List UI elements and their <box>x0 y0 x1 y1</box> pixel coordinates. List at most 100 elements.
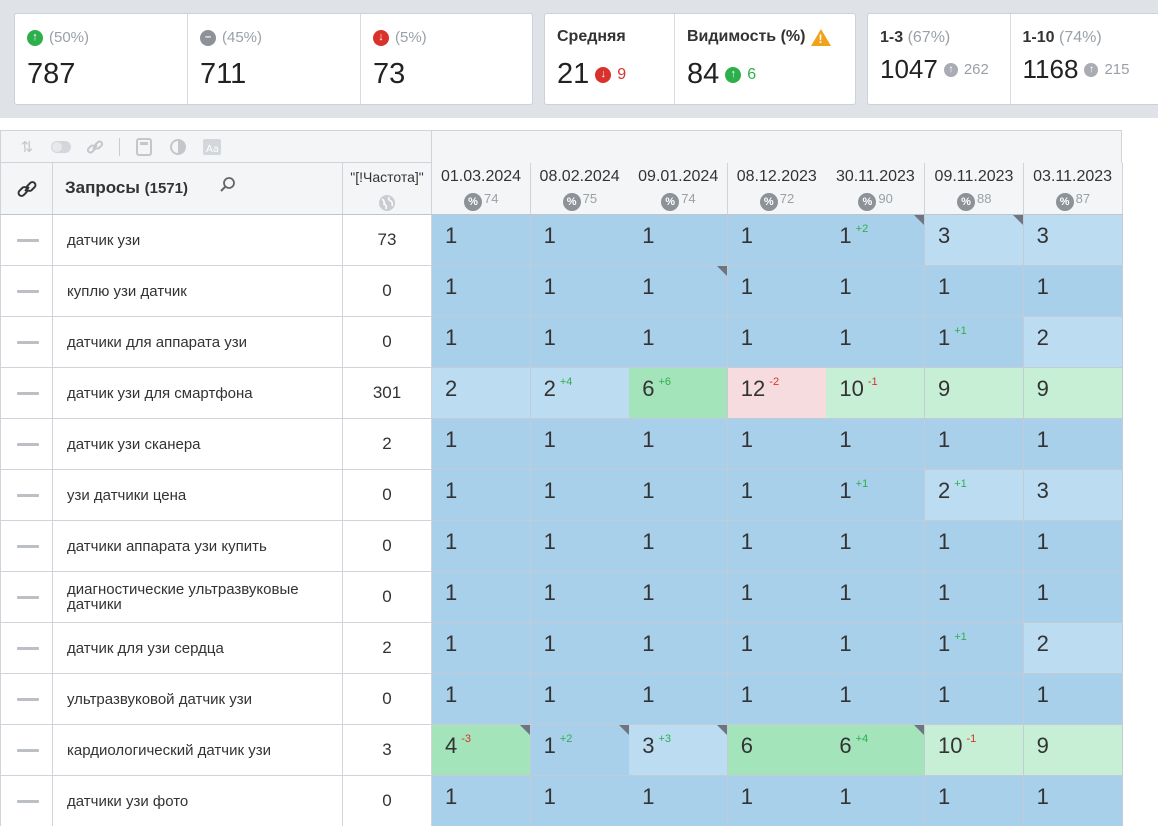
position-cell[interactable]: 1 <box>432 215 531 266</box>
query-cell[interactable]: датчик для узи сердца <box>53 623 343 674</box>
position-cell[interactable]: 1 <box>925 674 1024 725</box>
row-toggle-icon[interactable] <box>0 419 53 470</box>
position-cell[interactable]: 1 <box>925 776 1024 826</box>
position-cell[interactable]: 6 +6 <box>629 368 729 419</box>
position-cell[interactable]: 1 <box>530 317 630 368</box>
position-cell[interactable]: 1 <box>432 470 531 521</box>
position-cell[interactable]: 1 <box>629 317 729 368</box>
query-cell[interactable]: куплю узи датчик <box>53 266 343 317</box>
position-cell[interactable]: 1 <box>432 419 531 470</box>
position-cell[interactable]: 6 <box>727 725 827 776</box>
position-cell[interactable]: 2 +1 <box>925 470 1024 521</box>
table-row[interactable]: ультразвуковой датчик узи 0 1 1 1 1 1 1 1 <box>0 674 1123 725</box>
position-cell[interactable]: 1 <box>826 572 926 623</box>
position-cell[interactable]: 1 <box>925 266 1024 317</box>
contrast-icon[interactable] <box>168 138 188 156</box>
position-cell[interactable]: 2 +4 <box>530 368 630 419</box>
query-cell[interactable]: датчики узи фото <box>53 776 343 826</box>
percent-icon[interactable]: % <box>464 193 482 211</box>
date-column-header[interactable]: 03.11.2023% 87 <box>1023 163 1123 215</box>
table-row[interactable]: датчики для аппарата узи 0 1 1 1 1 1 1 +1 2 <box>0 317 1123 368</box>
position-cell[interactable]: 1 <box>629 572 729 623</box>
date-column-header[interactable]: 08.12.2023% 72 <box>727 163 827 215</box>
percent-icon[interactable]: % <box>957 193 975 211</box>
position-cell[interactable]: 1 <box>629 674 729 725</box>
globe-icon[interactable] <box>377 193 397 218</box>
row-toggle-icon[interactable] <box>0 317 53 368</box>
position-cell[interactable]: 1 <box>432 674 531 725</box>
row-toggle-icon[interactable] <box>0 215 53 266</box>
position-cell[interactable]: 1 <box>727 776 827 826</box>
position-cell[interactable]: 1 <box>629 419 729 470</box>
range-1-3-stat[interactable]: 1-3 (67%) 1047 ↑ 262 <box>868 14 1011 104</box>
position-cell[interactable]: 1 <box>727 674 827 725</box>
position-cell[interactable]: 1 <box>826 521 926 572</box>
average-stat[interactable]: Средняя 21 ↓ 9 <box>545 14 675 104</box>
position-cell[interactable]: 1 <box>629 521 729 572</box>
position-cell[interactable]: 1 <box>925 521 1024 572</box>
date-column-header[interactable]: 09.11.2023% 88 <box>925 163 1024 215</box>
query-cell[interactable]: датчик узи для смартфона <box>53 368 343 419</box>
range-1-10-stat[interactable]: 1-10 (74%) 1168 ↑ 215 <box>1011 14 1158 104</box>
position-cell[interactable]: 1 <box>530 215 630 266</box>
position-cell[interactable]: 2 <box>1023 317 1123 368</box>
table-row[interactable]: датчик узи сканера 2 1 1 1 1 1 1 1 <box>0 419 1123 470</box>
query-column-header[interactable]: Запросы (1571) <box>53 163 343 215</box>
position-cell[interactable]: 1 +1 <box>925 623 1024 674</box>
position-cell[interactable]: 1 <box>1023 572 1123 623</box>
position-cell[interactable]: 1 +2 <box>826 215 926 266</box>
percent-icon[interactable]: % <box>562 193 581 211</box>
row-toggle-icon[interactable] <box>0 776 53 826</box>
position-cell[interactable]: 1 <box>432 521 531 572</box>
position-cell[interactable]: 1 <box>530 623 630 674</box>
position-cell[interactable]: 1 <box>629 623 729 674</box>
up-stat[interactable]: ↑ (50%) 787 <box>15 14 188 104</box>
row-toggle-icon[interactable] <box>0 266 53 317</box>
percent-icon[interactable]: % <box>1055 193 1074 211</box>
toggle-switch[interactable] <box>51 138 71 156</box>
position-cell[interactable]: 1 <box>727 572 827 623</box>
position-cell[interactable]: 10 -1 <box>826 368 926 419</box>
percent-icon[interactable]: % <box>759 193 778 211</box>
position-cell[interactable]: 1 <box>826 674 926 725</box>
position-cell[interactable]: 1 <box>629 215 729 266</box>
position-cell[interactable]: 2 <box>432 368 531 419</box>
row-toggle-icon[interactable] <box>0 521 53 572</box>
warning-icon[interactable]: ! <box>811 28 832 46</box>
row-toggle-icon[interactable] <box>0 623 53 674</box>
query-cell[interactable]: датчики аппарата узи купить <box>53 521 343 572</box>
position-cell[interactable]: 1 <box>530 776 630 826</box>
position-cell[interactable]: 1 <box>530 266 630 317</box>
row-toggle-icon[interactable] <box>0 368 53 419</box>
position-cell[interactable]: 1 <box>727 470 827 521</box>
table-row[interactable]: датчик для узи сердца 2 1 1 1 1 1 1 +1 2 <box>0 623 1123 674</box>
position-cell[interactable]: 1 <box>530 572 630 623</box>
calculator-icon[interactable] <box>134 137 154 156</box>
query-cell[interactable]: кардиологический датчик узи <box>53 725 343 776</box>
position-cell[interactable]: 1 <box>629 266 729 317</box>
table-row[interactable]: диагностические ультразвуковые датчики 0 1… <box>0 572 1123 623</box>
table-row[interactable]: датчик узи для смартфона 301 2 2 +4 6 +6 12 -2 10… <box>0 368 1123 419</box>
table-row[interactable]: датчики узи фото 0 1 1 1 1 1 1 1 <box>0 776 1123 826</box>
position-cell[interactable]: 1 <box>826 317 926 368</box>
table-row[interactable]: кардиологический датчик узи 3 4 -3 1 +2 3 +3 6 6 +… <box>0 725 1123 776</box>
position-cell[interactable]: 10 -1 <box>925 725 1024 776</box>
query-cell[interactable]: датчик узи <box>53 215 343 266</box>
position-cell[interactable]: 12 -2 <box>727 368 827 419</box>
row-toggle-icon[interactable] <box>0 725 53 776</box>
position-cell[interactable]: 3 <box>925 215 1024 266</box>
position-cell[interactable]: 1 <box>1023 776 1123 826</box>
position-cell[interactable]: 1 <box>826 266 926 317</box>
position-cell[interactable]: 1 <box>432 623 531 674</box>
position-cell[interactable]: 1 <box>432 266 531 317</box>
row-toggle-icon[interactable] <box>0 572 53 623</box>
position-cell[interactable]: 1 <box>530 470 630 521</box>
query-cell[interactable]: узи датчики цена <box>53 470 343 521</box>
position-cell[interactable]: 1 <box>530 674 630 725</box>
position-cell[interactable]: 1 <box>826 776 926 826</box>
date-column-header[interactable]: 30.11.2023% 90 <box>826 163 926 215</box>
position-cell[interactable]: 1 <box>727 317 827 368</box>
row-toggle-icon[interactable] <box>0 470 53 521</box>
visibility-stat[interactable]: Видимость (%)! 84 ↑ 6 <box>675 14 855 104</box>
position-cell[interactable]: 1 <box>727 215 827 266</box>
